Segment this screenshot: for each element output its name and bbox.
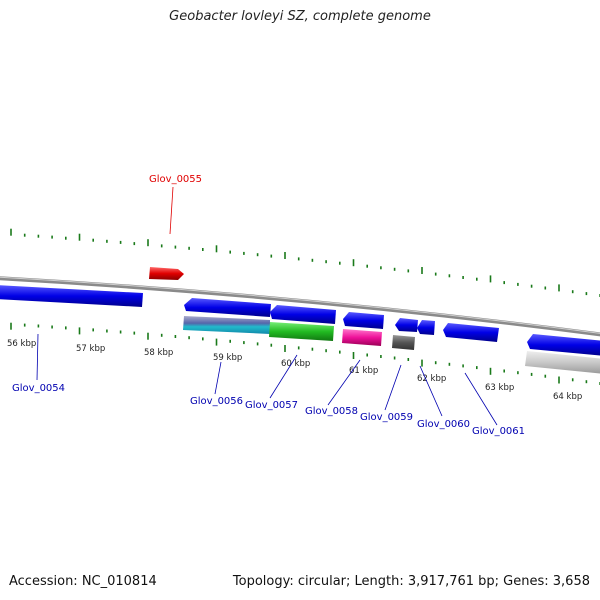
gene-glov-0059a[interactable] xyxy=(395,318,418,332)
gene-glov-0055[interactable] xyxy=(149,267,184,280)
gene-glov-0059[interactable] xyxy=(392,335,415,350)
kbp-label: 63 kbp xyxy=(485,383,514,393)
reverse-strand-ticks xyxy=(10,322,600,385)
genome-backbone xyxy=(0,276,600,337)
gene-glov-0060[interactable] xyxy=(417,320,435,335)
kbp-label: 64 kbp xyxy=(553,392,582,402)
kbp-label: 58 kbp xyxy=(144,348,173,358)
gene-label-glov-0060[interactable]: Glov_0060 xyxy=(417,419,470,430)
gene-glov-0062[interactable] xyxy=(527,334,600,356)
kbp-label: 61 kbp xyxy=(349,366,378,376)
kbp-label: 62 kbp xyxy=(417,374,446,384)
gene-glov-0061[interactable] xyxy=(443,323,499,342)
forward-strand-ticks xyxy=(10,228,600,297)
gene-glov-0058[interactable] xyxy=(342,329,382,346)
gene-label-glov-0059[interactable]: Glov_0059 xyxy=(360,412,413,423)
kbp-label: 59 kbp xyxy=(213,353,242,363)
gene-glov-0062b[interactable] xyxy=(525,351,600,374)
accession-text: Accession: NC_010814 xyxy=(9,574,157,589)
gene-label-glov-0055[interactable]: Glov_0055 xyxy=(149,174,202,185)
page-title: Geobacter lovleyi SZ, complete genome xyxy=(169,9,431,24)
kbp-label: 57 kbp xyxy=(76,344,105,354)
gene-glov-0057a[interactable] xyxy=(270,305,336,324)
gene-label-glov-0057[interactable]: Glov_0057 xyxy=(245,400,298,411)
topology-text: Topology: circular; Length: 3,917,761 bp… xyxy=(232,574,590,589)
kbp-label: 56 kbp xyxy=(7,339,36,349)
gene-leader-lines xyxy=(36,186,498,426)
kbp-scale: 56 kbp 57 kbp 58 kbp 59 kbp 60 kbp 61 kb… xyxy=(7,339,582,402)
gene-glov-0056b[interactable] xyxy=(183,316,270,334)
kbp-label: 60 kbp xyxy=(281,359,310,369)
gene-label-glov-0056[interactable]: Glov_0056 xyxy=(190,396,243,407)
gene-label-glov-0054[interactable]: Glov_0054 xyxy=(12,383,65,394)
gene-label-glov-0058[interactable]: Glov_0058 xyxy=(305,406,358,417)
gene-glov-0054[interactable] xyxy=(0,285,143,307)
gene-glov-0058a[interactable] xyxy=(343,312,384,329)
gene-label-glov-0061[interactable]: Glov_0061 xyxy=(472,426,525,437)
gene-glov-0056[interactable] xyxy=(184,298,271,317)
gene-glov-0057[interactable] xyxy=(269,322,334,341)
